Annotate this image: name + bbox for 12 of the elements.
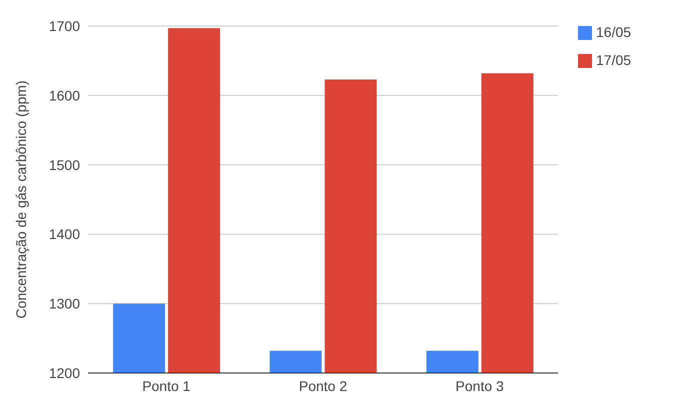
y-tick-label: 1700 xyxy=(48,18,80,34)
y-tick-label: 1200 xyxy=(48,364,80,381)
x-tick-label: Ponto 1 xyxy=(142,378,191,394)
legend-label: 16/05 xyxy=(596,24,632,40)
y-tick-label: 1400 xyxy=(48,226,80,242)
x-tick-label: Ponto 2 xyxy=(298,378,348,394)
y-tick-label: 1600 xyxy=(48,87,80,104)
legend-label: 17/05 xyxy=(596,52,632,68)
y-tick-label: 1300 xyxy=(48,296,80,312)
y-axis-title: Concentração de gás carbônico (ppm) xyxy=(12,80,29,319)
y-tick-label: 1500 xyxy=(48,156,80,173)
x-tick-label: Ponto 3 xyxy=(456,378,504,394)
